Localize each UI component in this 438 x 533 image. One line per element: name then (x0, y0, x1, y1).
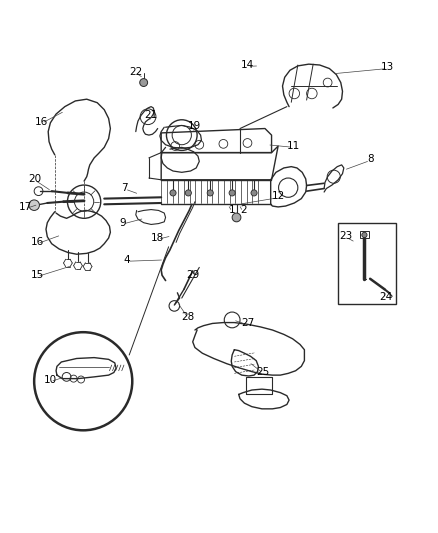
Text: 15: 15 (31, 270, 44, 280)
Text: 4: 4 (124, 255, 131, 265)
Text: 14: 14 (241, 60, 254, 70)
Circle shape (229, 190, 235, 196)
Text: 1: 1 (229, 205, 236, 215)
Text: 11: 11 (287, 141, 300, 151)
Text: 17: 17 (19, 203, 32, 212)
Bar (338, 223, 396, 304)
Text: 24: 24 (379, 292, 392, 302)
Text: 2: 2 (240, 205, 247, 215)
Text: 16: 16 (31, 237, 44, 247)
Text: 16: 16 (35, 117, 48, 127)
Circle shape (251, 190, 257, 196)
Text: 8: 8 (367, 154, 374, 164)
Circle shape (29, 200, 39, 211)
Text: 22: 22 (129, 67, 142, 77)
Text: 27: 27 (241, 318, 254, 328)
Circle shape (170, 190, 176, 196)
Text: 19: 19 (188, 122, 201, 131)
Bar (360, 231, 369, 238)
Text: 21: 21 (145, 110, 158, 120)
Text: 23: 23 (339, 231, 353, 241)
Text: 13: 13 (381, 62, 394, 72)
Text: 25: 25 (256, 367, 269, 377)
Circle shape (232, 213, 241, 222)
Text: 10: 10 (44, 375, 57, 385)
Text: 28: 28 (182, 312, 195, 322)
Text: 20: 20 (28, 174, 42, 184)
Circle shape (185, 190, 191, 196)
Circle shape (140, 78, 148, 86)
Circle shape (207, 190, 213, 196)
Text: 7: 7 (121, 183, 128, 192)
Text: 12: 12 (272, 191, 285, 201)
Text: 29: 29 (186, 270, 199, 280)
Circle shape (362, 232, 367, 238)
Text: 9: 9 (119, 217, 126, 228)
Text: 18: 18 (151, 233, 164, 243)
